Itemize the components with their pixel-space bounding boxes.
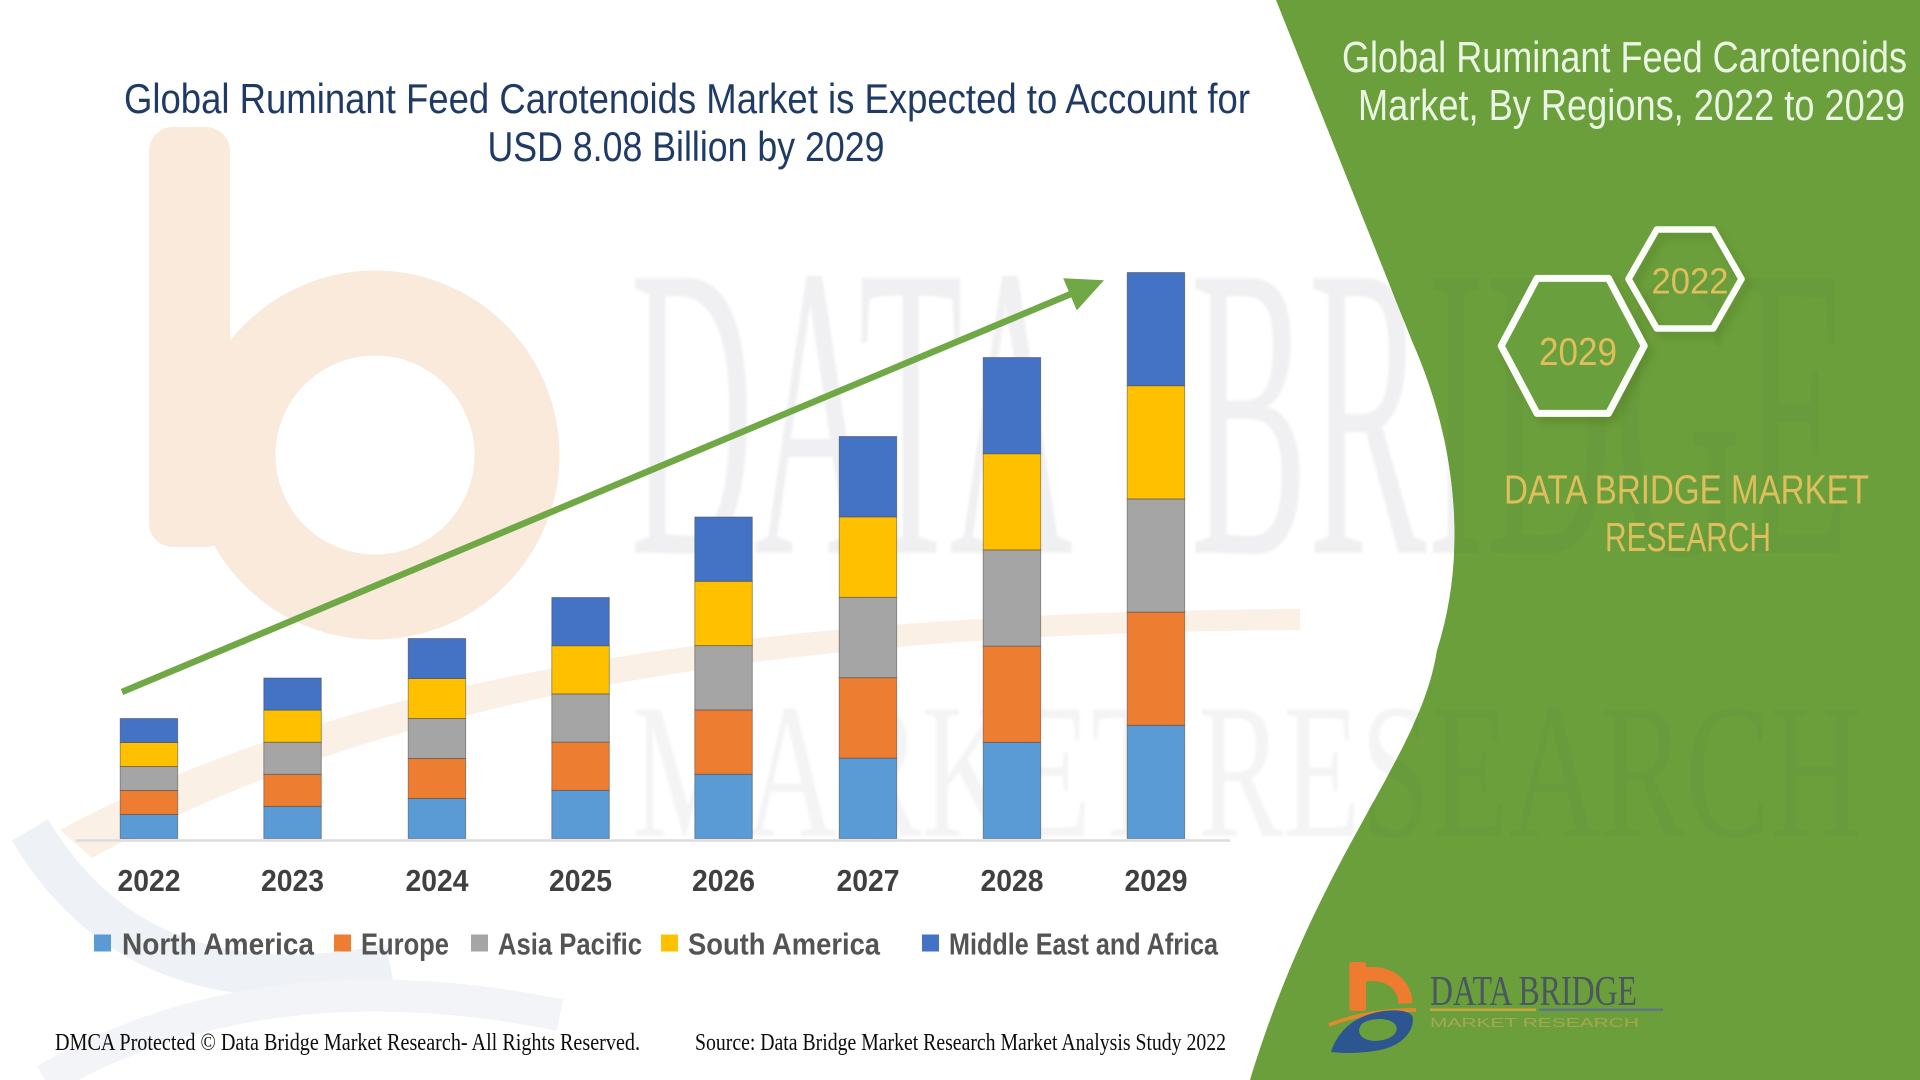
- svg-text:USD 8.08 Billion by 2029: USD 8.08 Billion by 2029: [488, 123, 885, 170]
- svg-text:Global Ruminant Feed Carotenoi: Global Ruminant Feed Carotenoids: [1342, 33, 1907, 82]
- svg-text:2022: 2022: [118, 863, 181, 898]
- svg-text:Source: Data Bridge Market Res: Source: Data Bridge Market Research Mark…: [695, 1030, 1226, 1056]
- svg-text:DATA BRIDGE MARKET: DATA BRIDGE MARKET: [1504, 467, 1869, 513]
- svg-text:2023: 2023: [261, 863, 324, 898]
- svg-text:Market, By Regions, 2022 to 20: Market, By Regions, 2022 to 2029: [1358, 81, 1905, 130]
- svg-text:2029: 2029: [1125, 863, 1188, 898]
- svg-text:2028: 2028: [981, 863, 1044, 898]
- svg-text:Middle East and Africa: Middle East and Africa: [949, 927, 1219, 962]
- svg-text:RESEARCH: RESEARCH: [1605, 514, 1771, 560]
- svg-text:Europe: Europe: [361, 927, 449, 962]
- svg-text:2027: 2027: [837, 863, 900, 898]
- svg-text:2025: 2025: [549, 863, 612, 898]
- svg-text:Global Ruminant Feed Carotenoi: Global Ruminant Feed Carotenoids Market …: [124, 75, 1250, 122]
- svg-text:MARKET RESEARCH: MARKET RESEARCH: [1430, 1015, 1639, 1030]
- svg-text:Asia Pacific: Asia Pacific: [498, 927, 642, 962]
- svg-text:2022: 2022: [1652, 261, 1729, 302]
- svg-text:2029: 2029: [1539, 331, 1617, 374]
- svg-text:South America: South America: [688, 927, 881, 962]
- svg-text:DMCA Protected © Data Bridge M: DMCA Protected © Data Bridge Market Rese…: [55, 1030, 640, 1056]
- svg-text:2024: 2024: [406, 863, 470, 898]
- svg-text:North America: North America: [122, 927, 315, 962]
- svg-text:2026: 2026: [692, 863, 755, 898]
- svg-text:DATA BRIDGE: DATA BRIDGE: [1430, 969, 1637, 1015]
